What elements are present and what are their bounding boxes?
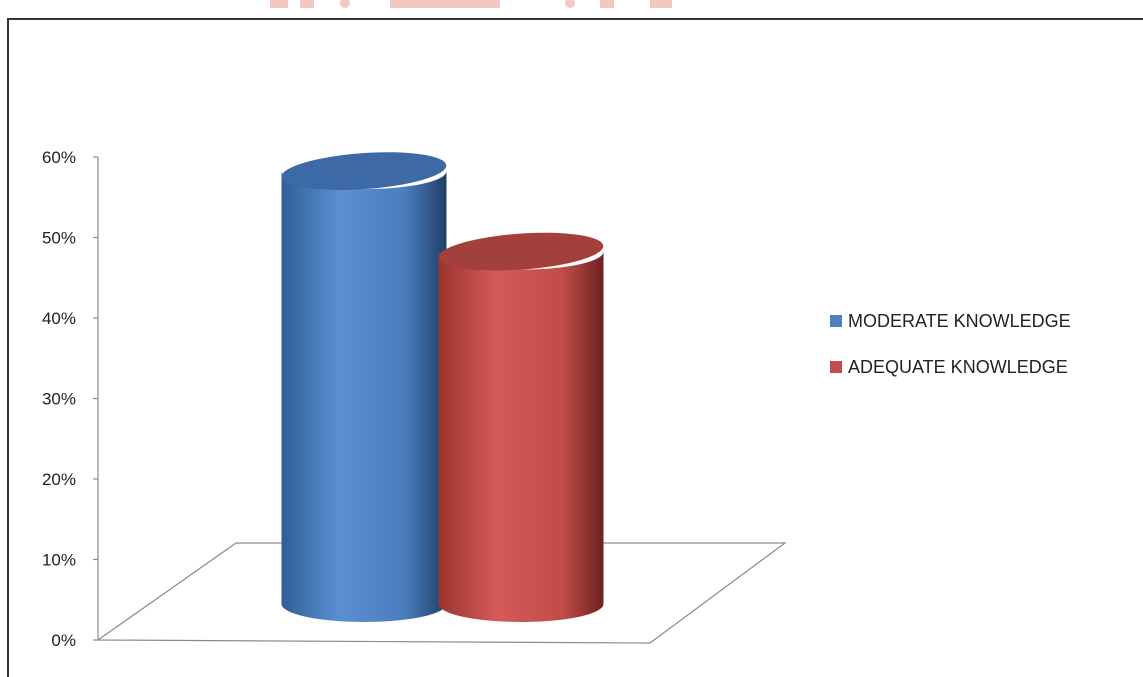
y-tick-label: 50% — [42, 229, 76, 248]
legend-label-moderate: MODERATE KNOWLEDGE — [848, 310, 1071, 331]
chart-floor — [96, 542, 787, 644]
watermark-fragment — [270, 0, 672, 8]
bar-moderate-knowledge — [281, 152, 447, 622]
y-tick-label: 30% — [42, 390, 76, 409]
legend-swatch-adequate — [830, 361, 842, 373]
chart-frame — [7, 18, 1143, 677]
bar-adequate-knowledge — [438, 232, 604, 622]
bar-adequate-knowledge-body — [438, 251, 604, 622]
legend-label-adequate: ADEQUATE KNOWLEDGE — [848, 356, 1068, 377]
y-tick-label: 10% — [42, 551, 76, 570]
y-tick-label: 0% — [51, 631, 76, 650]
y-tick-label: 60% — [42, 148, 76, 167]
y-tick-label: 40% — [42, 309, 76, 328]
legend-item-adequate: ADEQUATE KNOWLEDGE — [830, 356, 1071, 378]
y-tick-label: 20% — [42, 470, 76, 489]
bar-moderate-knowledge-body — [281, 171, 447, 622]
legend-item-moderate: MODERATE KNOWLEDGE — [830, 310, 1071, 332]
legend: MODERATE KNOWLEDGE ADEQUATE KNOWLEDGE — [830, 310, 1071, 402]
bar-moderate-knowledge-top — [281, 152, 447, 190]
legend-swatch-moderate — [830, 315, 842, 327]
bar-adequate-knowledge-top — [438, 232, 604, 271]
